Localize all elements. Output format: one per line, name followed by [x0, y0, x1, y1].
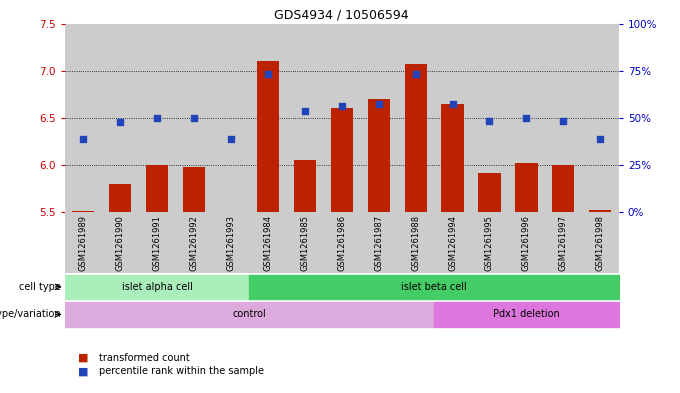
Point — [152, 115, 163, 121]
Point — [373, 101, 384, 107]
Bar — [508, 24, 545, 212]
Bar — [479, 173, 500, 212]
Text: GSM1261993: GSM1261993 — [226, 215, 235, 271]
Text: transformed count: transformed count — [99, 353, 189, 363]
Bar — [582, 24, 619, 212]
Text: ■: ■ — [78, 366, 88, 376]
Point — [521, 115, 532, 121]
Title: GDS4934 / 10506594: GDS4934 / 10506594 — [275, 8, 409, 21]
Text: cell type: cell type — [19, 282, 61, 292]
Bar — [109, 184, 131, 212]
Bar — [323, 24, 360, 212]
Bar — [471, 24, 508, 212]
Point — [226, 136, 237, 142]
Point — [78, 136, 88, 142]
Bar — [441, 104, 464, 212]
Text: GSM1261987: GSM1261987 — [374, 215, 383, 272]
Point — [262, 70, 273, 77]
Text: percentile rank within the sample: percentile rank within the sample — [99, 366, 264, 376]
Text: islet beta cell: islet beta cell — [401, 282, 467, 292]
Bar — [175, 24, 212, 212]
Bar — [405, 64, 426, 212]
Bar — [360, 24, 397, 212]
Point — [114, 119, 125, 125]
Bar — [183, 167, 205, 212]
Bar — [552, 165, 575, 212]
Bar — [101, 24, 139, 212]
Bar — [434, 24, 471, 212]
Text: GSM1261989: GSM1261989 — [79, 215, 88, 271]
Text: islet alpha cell: islet alpha cell — [122, 282, 192, 292]
Point — [447, 101, 458, 107]
Bar — [368, 99, 390, 212]
Text: ■: ■ — [78, 353, 88, 363]
Bar — [250, 24, 286, 212]
Text: genotype/variation: genotype/variation — [0, 309, 61, 320]
Bar — [515, 163, 537, 212]
Text: GSM1261985: GSM1261985 — [301, 215, 309, 271]
Point — [558, 118, 569, 124]
Text: GSM1261990: GSM1261990 — [116, 215, 124, 271]
Text: control: control — [233, 309, 266, 320]
Bar — [139, 24, 175, 212]
Bar — [146, 165, 168, 212]
Point — [484, 118, 495, 124]
Text: GSM1261996: GSM1261996 — [522, 215, 531, 271]
Point — [337, 103, 347, 109]
Bar — [286, 24, 323, 212]
Bar — [257, 61, 279, 212]
Point — [188, 115, 199, 121]
Text: GSM1261984: GSM1261984 — [263, 215, 272, 271]
Text: GSM1261991: GSM1261991 — [152, 215, 161, 271]
Bar — [294, 160, 316, 212]
Bar — [72, 211, 94, 212]
Bar — [212, 24, 250, 212]
Text: GSM1261992: GSM1261992 — [190, 215, 199, 271]
Text: GSM1261988: GSM1261988 — [411, 215, 420, 272]
Bar — [397, 24, 434, 212]
Text: GSM1261986: GSM1261986 — [337, 215, 346, 272]
Point — [299, 108, 310, 114]
Point — [595, 136, 606, 142]
Text: GSM1261998: GSM1261998 — [596, 215, 605, 271]
Bar — [545, 24, 582, 212]
Bar — [65, 24, 101, 212]
Bar — [330, 108, 353, 212]
Text: GSM1261994: GSM1261994 — [448, 215, 457, 271]
Text: Pdx1 deletion: Pdx1 deletion — [493, 309, 560, 320]
Point — [410, 70, 421, 77]
Text: GSM1261995: GSM1261995 — [485, 215, 494, 271]
Text: GSM1261997: GSM1261997 — [559, 215, 568, 271]
Bar — [590, 210, 611, 212]
